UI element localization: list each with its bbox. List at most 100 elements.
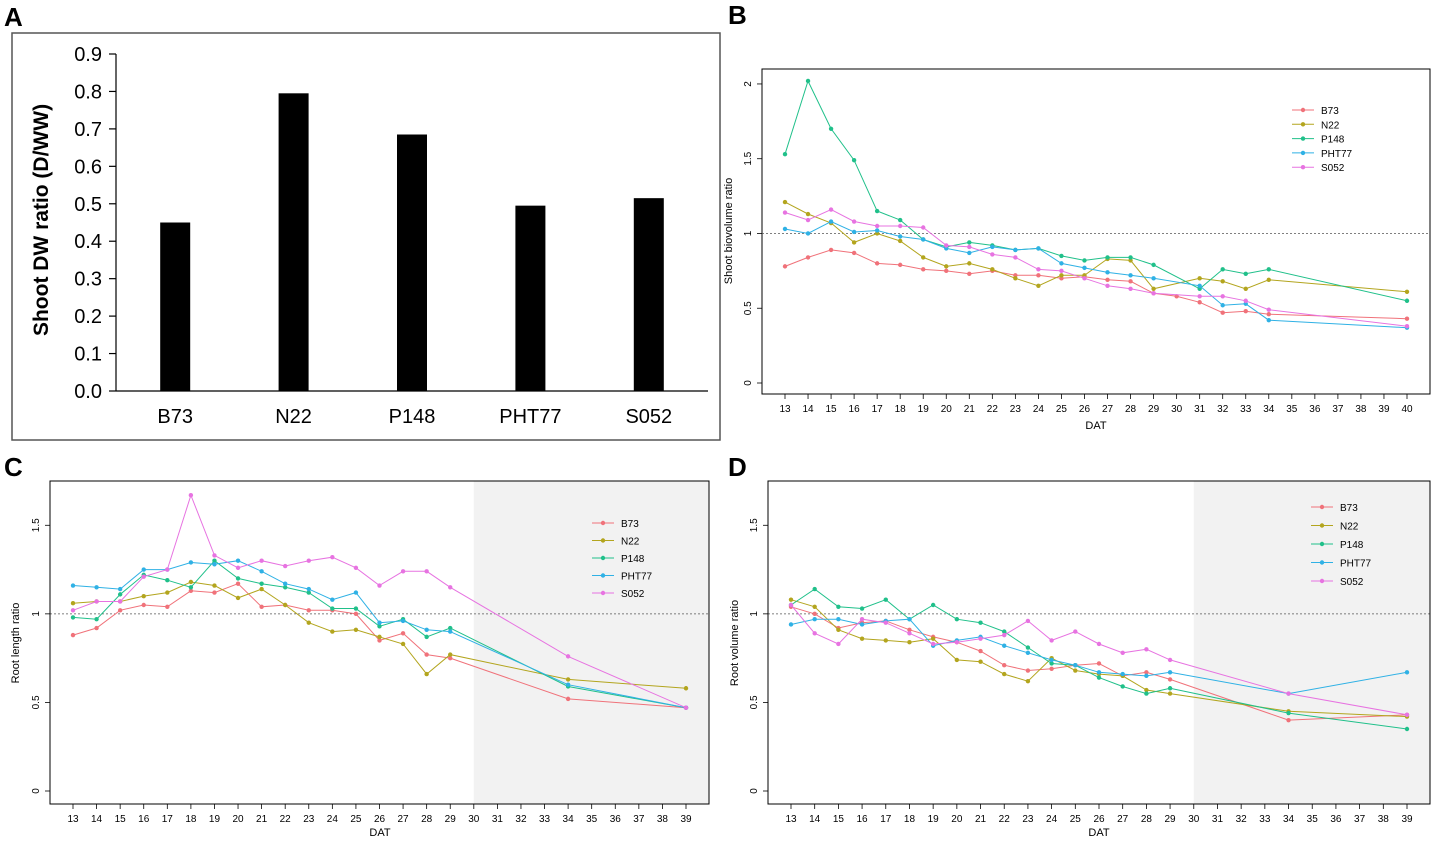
point-B73 [944,268,949,274]
point-S052 [1013,255,1018,260]
panel-a-ylabel: Shoot DW ratio (D/WW) [30,104,53,336]
point-N22 [859,636,865,641]
point-S052 [1002,632,1007,638]
point-B73 [978,648,983,654]
point-P148 [1404,298,1410,303]
legend-marker-PHT77 [1319,560,1325,565]
ytick-label: 1.5 [743,151,754,165]
point-PHT77 [967,250,972,256]
series-line-N22 [784,201,1408,293]
xtick-label: 14 [802,404,814,415]
point-B73 [188,588,194,594]
point-P148 [782,152,788,157]
point-S052 [1120,650,1125,656]
point-P148 [448,625,453,631]
xtick-label: 27 [398,814,410,825]
point-P148 [377,624,382,629]
panel-c-ylabel: Root length ratio [10,603,22,684]
point-B73 [1128,279,1133,284]
legend-marker-P148 [1300,136,1306,141]
point-B73 [141,602,146,608]
point-P148 [94,616,99,622]
xtick-label: 18 [904,814,916,825]
point-P148 [259,581,264,586]
point-B73 [967,271,972,277]
point-PHT77 [94,585,99,590]
xtick-label: 29 [445,814,457,825]
point-PHT77 [1025,650,1031,656]
point-S052 [683,705,689,710]
xtick-label: 26 [374,814,386,825]
point-PHT77 [812,616,817,622]
xtick-label: 18 [895,404,907,415]
panel-d-frame [767,480,1431,805]
point-B73 [782,264,788,269]
point-N22 [70,601,76,606]
a-ytick-label: 0.0 [74,381,102,403]
point-P148 [812,586,817,592]
xtick-label: 19 [928,814,940,825]
xtick-label: 19 [918,404,930,415]
point-B73 [1144,670,1149,675]
legend-label-N22: N22 [621,537,640,548]
point-B73 [1167,677,1173,682]
point-PHT77 [907,616,912,622]
legend-marker-N22 [600,538,606,543]
point-S052 [967,244,972,250]
point-N22 [954,657,960,663]
panel-d-chart: 0 0.5 1 1.5 13 14 15 16 17 18 19 20 21 22 23 24 25 26 27 28… [749,481,1430,825]
point-PHT77 [1082,265,1087,271]
point-P148 [1096,675,1102,680]
point-B73 [1404,316,1410,321]
xtick-label: 23 [1010,404,1022,415]
point-PHT77 [282,581,288,586]
ytick-label: 0.5 [743,301,754,315]
point-N22 [1144,687,1149,693]
point-P148 [282,585,288,590]
xtick-label: 20 [232,814,244,825]
xtick-label: 15 [833,814,845,825]
bar-P148 [397,134,427,391]
point-PHT77 [1128,273,1133,278]
xtick-label: 39 [1401,814,1413,825]
point-B73 [70,632,76,638]
point-P148 [188,585,194,590]
xtick-label: 17 [872,404,884,415]
panel-b-xlabel: DAT [1085,420,1106,432]
xtick-label: 33 [1240,404,1252,415]
xtick-label: 20 [941,404,953,415]
point-N22 [1025,678,1031,684]
point-S052 [1082,276,1087,281]
point-B73 [1096,661,1102,666]
legend-label-S052: S052 [1321,163,1345,174]
series-line-B73 [784,249,1408,320]
point-PHT77 [1013,247,1018,253]
point-PHT77 [1197,283,1202,289]
point-P148 [897,217,903,223]
point-S052 [1220,294,1225,299]
point-N22 [1266,277,1271,283]
point-P148 [1059,253,1064,259]
point-S052 [188,492,194,498]
point-PHT77 [400,618,406,624]
point-B73 [212,590,217,595]
point-PHT77 [1151,276,1156,281]
point-S052 [1128,286,1133,291]
point-B73 [907,627,912,632]
point-PHT77 [448,629,453,634]
legend-label-P148: P148 [1340,540,1364,551]
legend-marker-S052 [1319,578,1325,584]
point-P148 [1120,684,1125,689]
point-B73 [1197,300,1202,305]
point-P148 [1128,255,1133,260]
point-S052 [851,219,857,224]
point-B73 [377,638,382,643]
point-N22 [1036,283,1041,289]
point-B73 [306,608,311,613]
xtick-label: 29 [1165,814,1177,825]
xtick-label: 31 [1194,404,1206,415]
point-N22 [141,593,146,599]
point-B73 [1105,277,1110,283]
panel-d-ylabel: Root volume ratio [729,600,741,686]
point-N22 [788,597,794,602]
